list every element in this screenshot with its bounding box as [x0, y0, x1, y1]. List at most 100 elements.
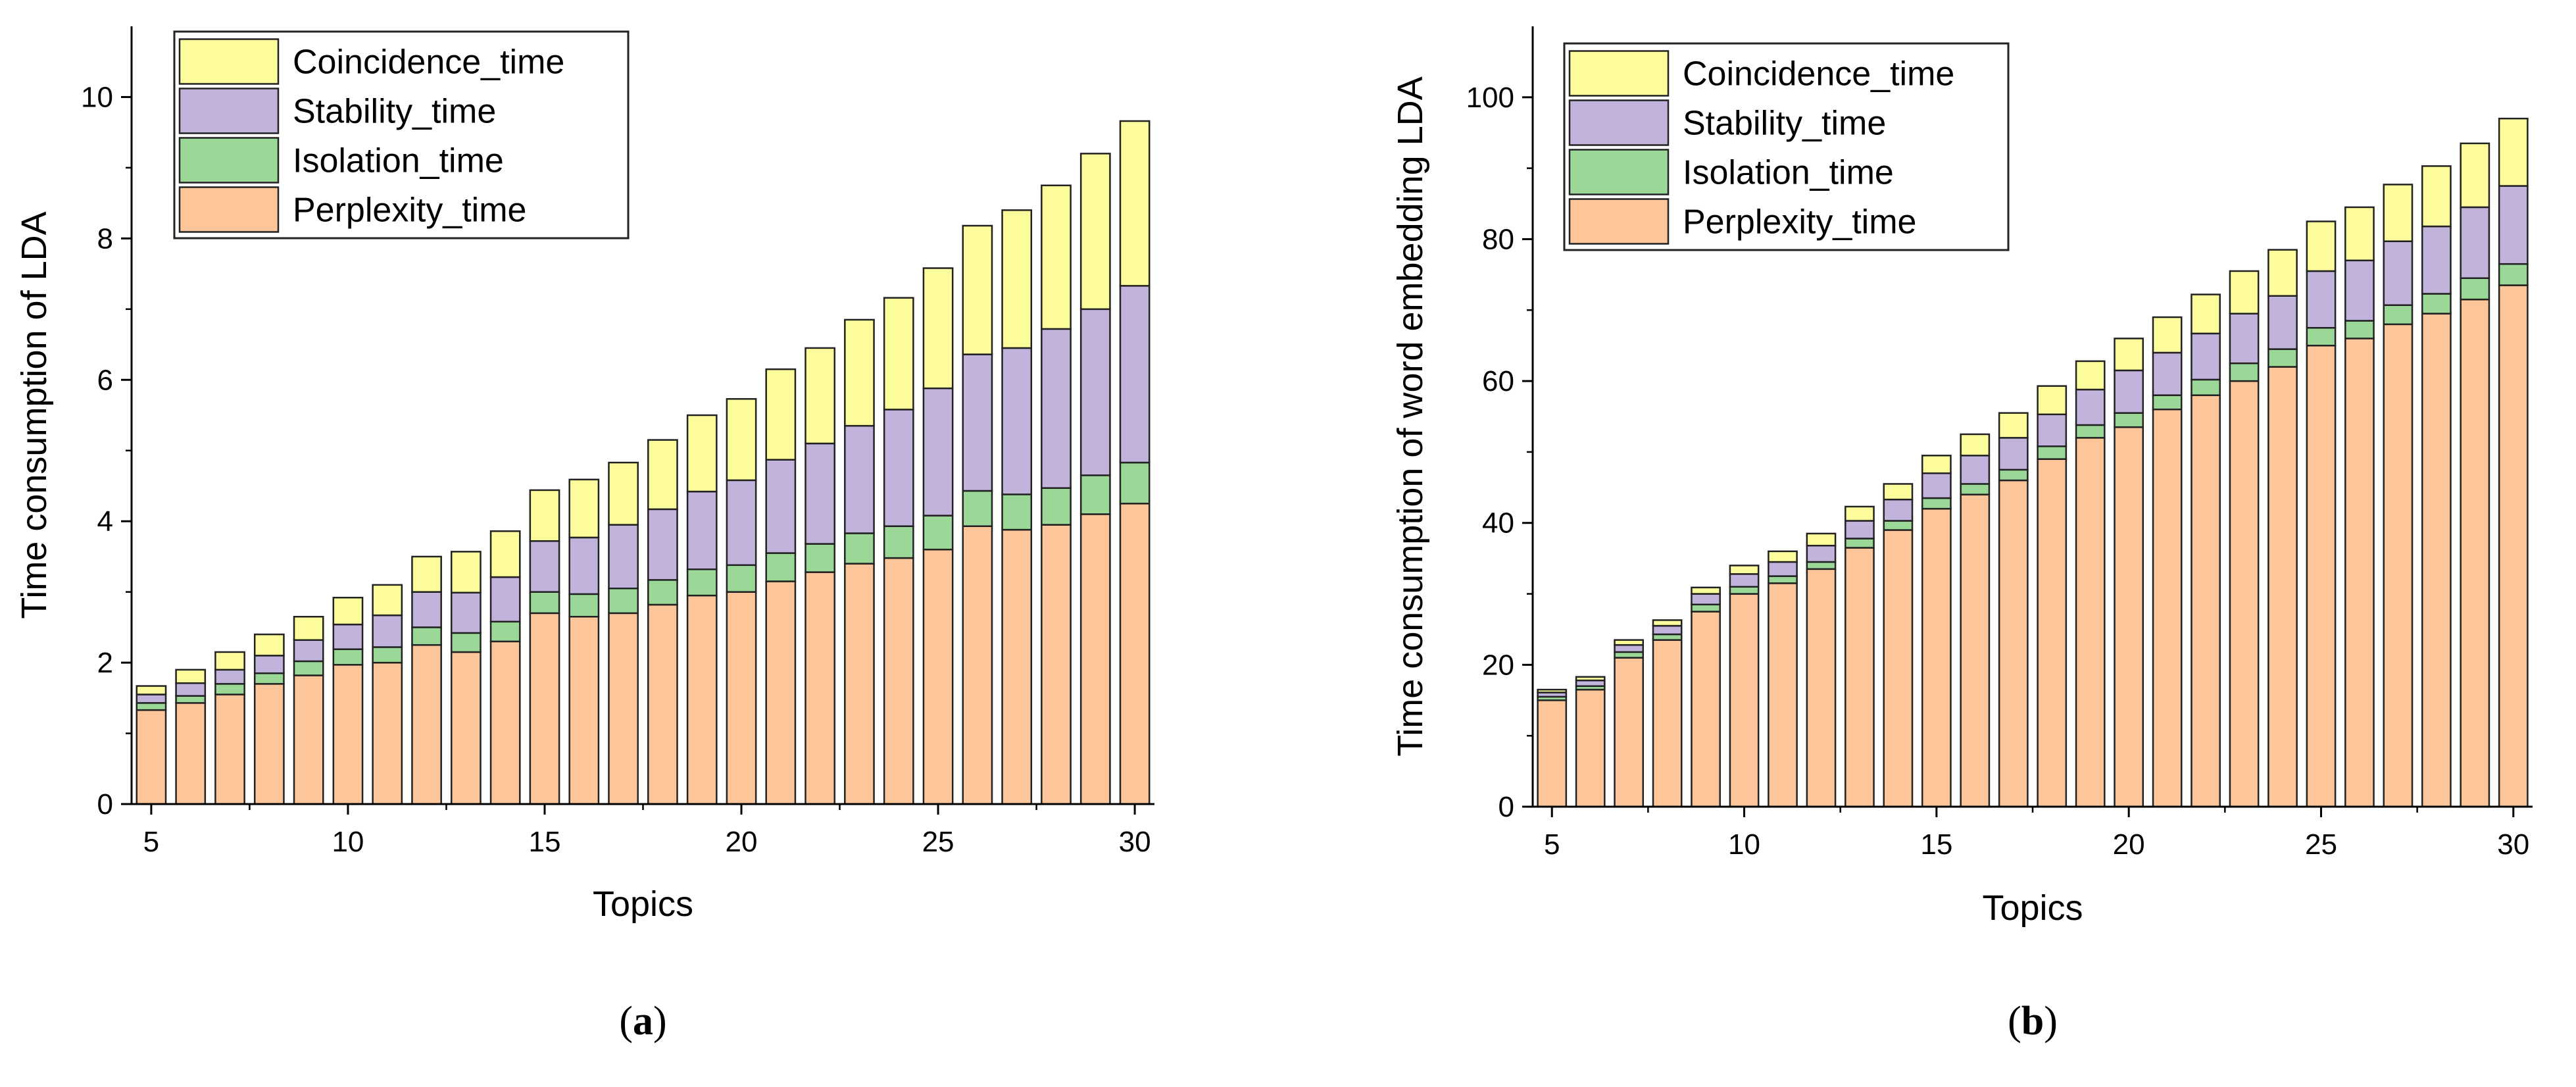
- bar-segment-stability-time-12: [411, 591, 442, 628]
- bar-segment-stability-time-22: [2191, 332, 2221, 381]
- bar-segment-isolation-time-8: [1652, 633, 1683, 641]
- bar-segment-perplexity-time-17: [1998, 479, 2029, 808]
- bar-segment-coincidence-time-6: [1575, 676, 1606, 682]
- bar-segment-stability-time-14: [489, 576, 521, 623]
- y-tick-label-0: 0: [1499, 791, 1514, 823]
- bar-segment-coincidence-time-9: [1691, 586, 1721, 595]
- bar-segment-stability-time-6: [175, 682, 207, 697]
- bar-segment-coincidence-time-30: [2498, 117, 2529, 187]
- bar-segment-perplexity-time-10: [332, 664, 364, 805]
- bar-segment-coincidence-time-25: [2306, 220, 2337, 272]
- legend-label-isolation-time: Isolation_time: [1683, 154, 1894, 192]
- bar-segment-perplexity-time-9: [293, 674, 324, 805]
- bar-segment-perplexity-time-19: [2075, 437, 2106, 808]
- x-tick-label-5: 5: [143, 826, 159, 858]
- bar-segment-perplexity-time-26: [962, 525, 993, 805]
- bar-segment-stability-time-28: [1041, 328, 1072, 489]
- bar-segment-coincidence-time-5: [136, 685, 167, 695]
- bar-segment-perplexity-time-27: [1001, 528, 1033, 805]
- bar-segment-stability-time-18: [2037, 413, 2068, 447]
- bar-segment-coincidence-time-28: [2421, 165, 2452, 228]
- bar-segment-perplexity-time-28: [1041, 524, 1072, 805]
- panel-label: (a): [619, 999, 666, 1044]
- bar-segment-isolation-time-19: [2075, 424, 2106, 439]
- bar-segment-coincidence-time-20: [726, 398, 757, 482]
- bar-segment-stability-time-24: [883, 409, 914, 527]
- bar-segment-perplexity-time-25: [2306, 344, 2337, 808]
- bar-segment-isolation-time-24: [2267, 348, 2298, 368]
- bar-segment-stability-time-8: [253, 655, 285, 674]
- bar-segment-coincidence-time-24: [883, 297, 914, 411]
- panel-label-open: (: [2008, 999, 2021, 1044]
- y-axis-title: Time consumption of LDA: [14, 211, 54, 619]
- bar-segment-isolation-time-10: [332, 648, 364, 666]
- bar-segment-stability-time-11: [372, 614, 403, 648]
- y-tick-label-20: 20: [1482, 649, 1514, 681]
- bar-segment-perplexity-time-23: [2229, 380, 2260, 808]
- bar-segment-stability-time-15: [529, 540, 560, 593]
- bar-segment-perplexity-time-21: [2152, 408, 2183, 808]
- bar-segment-stability-time-7: [1614, 644, 1645, 653]
- bar-segment-isolation-time-16: [568, 593, 600, 618]
- bar-segment-coincidence-time-15: [1921, 455, 1952, 474]
- bar-segment-stability-time-14: [1883, 498, 1914, 522]
- x-tick-label-5: 5: [1544, 828, 1560, 861]
- bar-segment-isolation-time-13: [450, 632, 482, 653]
- bar-segment-perplexity-time-5: [136, 709, 167, 805]
- bar-segment-coincidence-time-11: [372, 584, 403, 617]
- x-tick-label-10: 10: [1728, 828, 1760, 861]
- bar-segment-stability-time-21: [765, 459, 797, 554]
- bar-segment-coincidence-time-10: [1729, 565, 1760, 575]
- legend-label-perplexity-time: Perplexity_time: [293, 191, 526, 230]
- bar-segment-perplexity-time-28: [2421, 313, 2452, 808]
- bar-segment-coincidence-time-29: [1079, 153, 1111, 311]
- bar-segment-perplexity-time-15: [1921, 507, 1952, 808]
- bar-segment-isolation-time-26: [2344, 320, 2375, 340]
- legend-swatch-perplexity-time: [1568, 198, 1670, 245]
- bar-segment-coincidence-time-8: [253, 633, 285, 657]
- bar-segment-stability-time-28: [2421, 225, 2452, 295]
- bar-segment-perplexity-time-29: [2460, 298, 2490, 808]
- bar-segment-perplexity-time-12: [411, 644, 442, 805]
- bar-segment-perplexity-time-30: [2498, 284, 2529, 808]
- x-tick-label-20: 20: [2113, 828, 2145, 861]
- bar-segment-stability-time-26: [2344, 259, 2375, 322]
- bar-segment-isolation-time-18: [647, 579, 678, 606]
- bar-segment-stability-time-23: [844, 424, 875, 534]
- bar-segment-perplexity-time-6: [1575, 688, 1606, 808]
- bar-segment-coincidence-time-19: [686, 414, 718, 493]
- bar-segment-coincidence-time-15: [529, 489, 560, 542]
- bar-segment-perplexity-time-17: [608, 612, 639, 805]
- bar-segment-isolation-time-19: [686, 569, 718, 597]
- bar-segment-stability-time-16: [568, 536, 600, 595]
- bar-segment-isolation-time-6: [175, 695, 207, 704]
- bar-segment-stability-time-11: [1768, 561, 1798, 577]
- bar-segment-coincidence-time-30: [1119, 120, 1151, 287]
- legend-swatch-coincidence-time: [178, 38, 280, 85]
- bar-segment-stability-time-27: [1001, 347, 1033, 495]
- y-tick-label-8: 8: [97, 222, 113, 255]
- bar-segment-stability-time-23: [2229, 313, 2260, 365]
- y-tick-label-4: 4: [97, 505, 113, 538]
- bar-segment-perplexity-time-20: [2114, 426, 2144, 808]
- legend-swatch-stability-time: [1568, 99, 1670, 146]
- y-tick-label-100: 100: [1466, 82, 1514, 114]
- bar-segment-perplexity-time-25: [922, 548, 954, 805]
- bar-segment-isolation-time-20: [2114, 412, 2144, 428]
- bar-segment-coincidence-time-26: [962, 224, 993, 355]
- bar-segment-perplexity-time-8: [253, 683, 285, 805]
- legend-swatch-isolation-time: [178, 137, 280, 184]
- bar-segment-isolation-time-11: [1768, 575, 1798, 584]
- bar-segment-coincidence-time-22: [805, 347, 836, 445]
- bar-segment-perplexity-time-11: [1768, 582, 1798, 808]
- bar-segment-perplexity-time-19: [686, 594, 718, 805]
- bar-segment-coincidence-time-12: [411, 555, 442, 593]
- bar-segment-stability-time-16: [1960, 455, 1991, 485]
- bar-segment-stability-time-6: [1575, 679, 1606, 687]
- legend-label-coincidence-time: Coincidence_time: [1683, 55, 1954, 93]
- bar-segment-stability-time-29: [2460, 206, 2490, 280]
- legend-label-stability-time: Stability_time: [293, 93, 496, 131]
- bar-segment-perplexity-time-30: [1119, 503, 1151, 805]
- bar-segment-perplexity-time-13: [1845, 547, 1875, 808]
